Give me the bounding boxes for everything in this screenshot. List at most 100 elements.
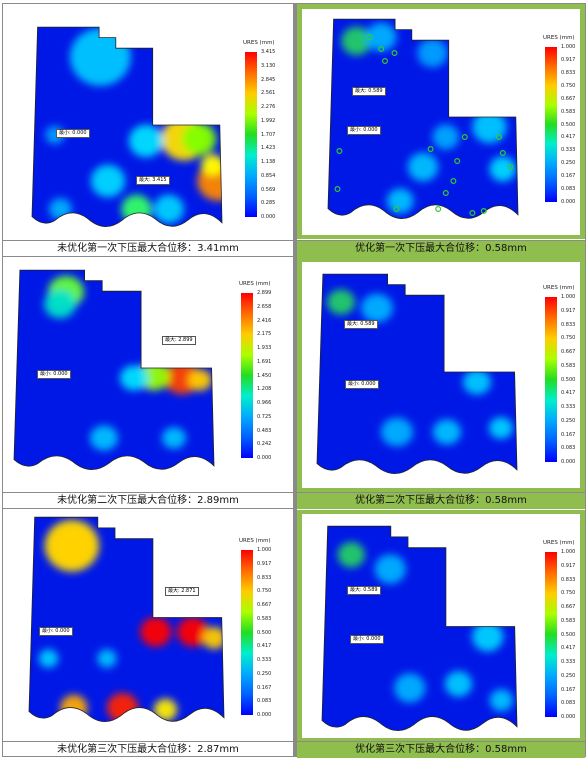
colorbar-tick-label: 0.750 bbox=[561, 590, 576, 597]
colorbar-tick-label: 0.583 bbox=[561, 362, 576, 369]
colorbar-tick-label: 0.083 bbox=[257, 698, 272, 705]
colorbar-tick-label: 0.569 bbox=[261, 186, 276, 193]
colorbar-tick-label: 0.583 bbox=[257, 615, 272, 622]
colorbar-tick-label: 0.667 bbox=[257, 602, 272, 608]
legend-title: URES (mm) bbox=[239, 538, 271, 544]
displacement-hotspot bbox=[44, 519, 100, 572]
displacement-hotspot bbox=[121, 194, 152, 224]
caption-unoptimized-3: 未优化第三次下压最大合位移：2.87mm bbox=[57, 744, 239, 755]
displacement-hotspot bbox=[177, 617, 209, 647]
displacement-hotspot bbox=[97, 649, 117, 668]
displacement-hotspot bbox=[432, 124, 460, 150]
colorbar-tick-label: 0.000 bbox=[561, 199, 576, 205]
caption-unoptimized-2: 未优化第二次下压最大合位移：2.89mm bbox=[57, 495, 239, 506]
min-annotation: 最小: 0.000 bbox=[347, 126, 381, 135]
colorbar-tick-label: 2.899 bbox=[257, 290, 272, 296]
min-annotation: 最小: 0.000 bbox=[345, 380, 379, 389]
displacement-hotspot bbox=[407, 152, 439, 182]
colorbar-tick-label: 0.000 bbox=[257, 712, 272, 718]
displacement-hotspot bbox=[444, 670, 473, 697]
legend-title: URES (mm) bbox=[243, 40, 275, 46]
colorbar-tick-label: 0.966 bbox=[257, 400, 272, 406]
legend-title: URES (mm) bbox=[239, 281, 271, 287]
colorbar-tick-label: 0.250 bbox=[561, 160, 576, 167]
colorbar-tick-label: 0.917 bbox=[561, 56, 576, 63]
colorbar-tick-label: 0.000 bbox=[561, 459, 576, 465]
colorbar-tick-label: 0.333 bbox=[257, 657, 272, 663]
max-annotation: 最大: 0.589 bbox=[352, 87, 386, 96]
colorbar bbox=[241, 550, 253, 715]
displacement-plot-unoptimized-1: URES (mm) 3.415 3.130 2.845 2.561 2.276 1.992 1… bbox=[4, 5, 292, 239]
colorbar-tick-label: 0.417 bbox=[561, 645, 576, 652]
displacement-hotspot bbox=[386, 188, 414, 214]
support-point-marker bbox=[507, 164, 514, 171]
displacement-plot-optimized-3: URES (mm) 1.000 0.917 0.833 0.750 0.667 0.583 0… bbox=[302, 514, 580, 738]
displacement-hotspot bbox=[381, 417, 413, 447]
colorbar-tick-label: 0.167 bbox=[561, 431, 576, 438]
displacement-hotspot bbox=[433, 419, 461, 445]
colorbar-tick-label: 3.415 bbox=[261, 49, 276, 55]
colorbar-tick-label: 2.175 bbox=[257, 331, 272, 338]
colorbar-tick-label: 1.208 bbox=[257, 386, 272, 393]
colorbar-tick-label: 0.583 bbox=[561, 617, 576, 624]
plate-base bbox=[14, 270, 214, 470]
displacement-hotspot bbox=[70, 28, 131, 86]
colorbar-tick-label: 0.417 bbox=[561, 134, 576, 141]
contour-svg bbox=[13, 269, 253, 470]
displacement-plot-unoptimized-3: URES (mm) 1.000 0.917 0.833 0.750 0.667 0.583 0… bbox=[4, 510, 292, 740]
colorbar-tick-label: 0.500 bbox=[257, 629, 272, 636]
displacement-hotspot bbox=[182, 122, 217, 156]
min-annotation: 最小: 0.000 bbox=[39, 627, 73, 636]
row-divider bbox=[2, 256, 586, 257]
colorbar-tick-label: 0.417 bbox=[561, 390, 576, 397]
row-divider bbox=[2, 741, 586, 742]
colorbar-tick-label: 0.000 bbox=[561, 714, 576, 720]
colorbar-tick-label: 0.250 bbox=[561, 672, 576, 679]
plate-outline bbox=[28, 516, 225, 722]
legend-title: URES (mm) bbox=[543, 35, 575, 41]
colorbar-tick-label: 1.992 bbox=[261, 117, 276, 124]
plate-base bbox=[328, 19, 518, 219]
plate-outline bbox=[321, 525, 518, 731]
support-point-marker bbox=[480, 208, 487, 215]
support-point-marker bbox=[393, 206, 400, 213]
support-point-marker bbox=[469, 210, 476, 217]
displacement-hotspot bbox=[463, 369, 491, 395]
colorbar-tick-label: 0.833 bbox=[257, 574, 272, 581]
displacement-hotspot bbox=[374, 554, 406, 584]
support-point-marker bbox=[336, 148, 343, 155]
colorbar bbox=[545, 297, 557, 462]
colorbar-tick-label: 0.083 bbox=[561, 186, 576, 193]
displacement-hotspot bbox=[394, 673, 426, 703]
colorbar bbox=[545, 47, 557, 202]
colorbar-tick-label: 0.750 bbox=[257, 588, 272, 595]
colorbar-tick-label: 0.167 bbox=[257, 684, 272, 691]
max-annotation: 最大: 2.899 bbox=[162, 336, 196, 345]
contour-svg bbox=[28, 516, 253, 722]
max-annotation: 最大: 0.589 bbox=[347, 586, 381, 595]
colorbar-tick-label: 0.333 bbox=[561, 404, 576, 410]
plate-outline bbox=[13, 269, 215, 470]
contour-svg bbox=[321, 525, 557, 731]
caption-optimized-2: 优化第二次下压最大合位移：0.58mm bbox=[297, 493, 585, 509]
colorbar-tick-label: 0.750 bbox=[561, 82, 576, 89]
displacement-hotspot bbox=[38, 649, 59, 668]
colorbar-tick-label: 0.667 bbox=[561, 95, 576, 102]
displacement-hotspot bbox=[153, 194, 184, 224]
colorbar-tick-label: 2.845 bbox=[261, 76, 276, 83]
colorbar-tick-label: 0.833 bbox=[561, 576, 576, 583]
colorbar bbox=[545, 552, 557, 717]
displacement-hotspot bbox=[107, 692, 139, 722]
colorbar-tick-label: 0.917 bbox=[561, 307, 576, 314]
plate-outline bbox=[327, 18, 519, 219]
max-annotation: 最大: 0.589 bbox=[344, 320, 378, 329]
colorbar-tick-label: 0.667 bbox=[561, 604, 576, 610]
displacement-hotspot bbox=[472, 621, 504, 652]
colorbar-tick-label: 0.083 bbox=[561, 700, 576, 707]
colorbar-tick-label: 1.000 bbox=[257, 547, 272, 553]
colorbar-tick-label: 1.000 bbox=[561, 294, 576, 300]
displacement-hotspot bbox=[188, 369, 212, 391]
colorbar-tick-label: 0.854 bbox=[261, 172, 276, 179]
colorbar-tick-label: 1.707 bbox=[261, 131, 276, 138]
displacement-plot-unoptimized-2: URES (mm) 2.899 2.658 2.416 2.175 1.933 1.691 1… bbox=[4, 258, 292, 491]
